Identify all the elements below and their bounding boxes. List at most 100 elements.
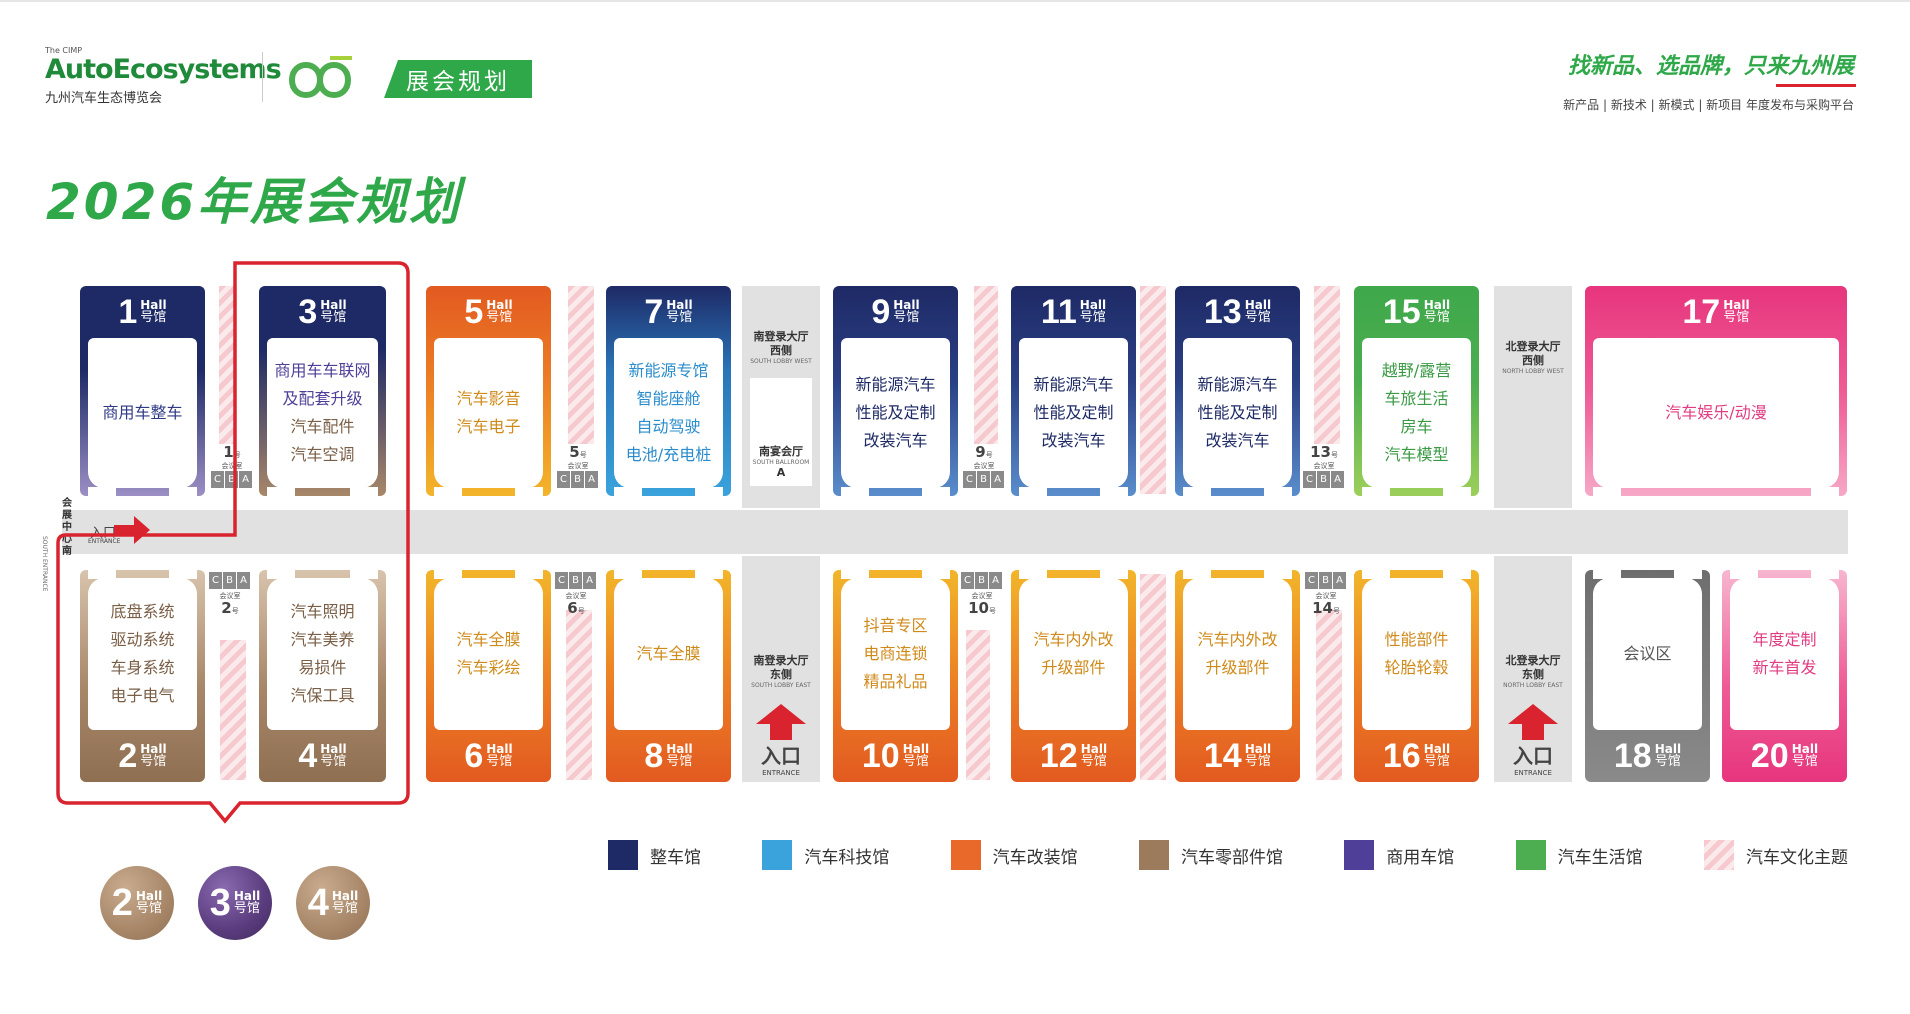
north-lobby-east-corridor: [1494, 556, 1572, 782]
hall-7[interactable]: 7 Hall 号馆 新能源专馆 智能座舱 自动驾驶 电池/充电桩: [606, 286, 731, 496]
hall-category: 自动驾驶: [636, 417, 701, 436]
hall-category: 汽车彩绘: [456, 658, 521, 677]
hall-16[interactable]: 性能部件 轮胎轮毂 16 Hall 号馆: [1354, 570, 1479, 782]
hall-cn: 号馆: [1244, 310, 1271, 326]
hall-18[interactable]: 会议区 18 Hall 号馆: [1585, 570, 1710, 782]
legend-item: 整车馆: [608, 840, 701, 870]
hall-number: 8: [644, 737, 664, 775]
room-letter: B: [223, 572, 236, 589]
hall-5[interactable]: 5 Hall 号馆 汽车影音 汽车电子: [426, 286, 551, 496]
ballroom-english: SOUTH BALLROOM: [752, 459, 810, 466]
hall-door: [169, 570, 197, 579]
hall-number: 3: [298, 293, 318, 331]
room-letter: C: [209, 572, 222, 589]
hall-category: 汽车全膜: [636, 644, 701, 663]
south-entrance[interactable]: 入口 ENTRANCE: [742, 704, 820, 777]
hall-door: [267, 570, 295, 579]
hall-17[interactable]: 17 Hall 号馆 汽车娱乐/动漫: [1585, 286, 1847, 496]
legend-item: 商用车馆: [1344, 840, 1454, 870]
hall-category: 汽车空调: [290, 445, 355, 464]
north-entrance[interactable]: 入口 ENTRANCE: [1494, 704, 1572, 777]
south-lobby-east-corridor: [742, 556, 820, 782]
hall-9[interactable]: 9 Hall 号馆 新能源汽车 性能及定制 改装汽车: [833, 286, 958, 496]
hall-cn: 号馆: [1423, 310, 1450, 326]
meeting-room-suffix: 号: [577, 607, 585, 615]
hall-door: [434, 487, 462, 496]
hall-door: [1100, 570, 1128, 579]
hall-badge-4[interactable]: 4 Hall 号馆: [296, 866, 370, 940]
hall-category: 及配套升级: [282, 389, 363, 408]
hall-door: [841, 570, 869, 579]
legend-swatch: [1344, 840, 1375, 870]
hall-cn: 号馆: [320, 754, 347, 770]
hall-category: 新能源汽车: [855, 375, 936, 394]
hall-20[interactable]: 年度定制 新车首发 20 Hall 号馆: [1722, 570, 1847, 782]
hall-cn: 号馆: [486, 310, 513, 326]
hall-door: [1264, 570, 1292, 579]
hall-category: 电池/充电桩: [625, 445, 712, 464]
hall-word: Hall: [666, 297, 693, 312]
hall-door: [1264, 487, 1292, 496]
hall-category: 改装汽车: [1205, 431, 1270, 450]
culture-strip: [220, 640, 246, 780]
hall-14[interactable]: 汽车内外改 升级部件 14 Hall 号馆: [1175, 570, 1300, 782]
hall-1[interactable]: 1 Hall 号馆 商用车整车: [80, 286, 205, 496]
hall-6[interactable]: 汽车全膜 汽车彩绘 6 Hall 号馆: [426, 570, 551, 782]
hall-cn: 号馆: [1079, 310, 1106, 326]
header-divider: [262, 52, 263, 102]
south-lobby-east: 南登录大厅 东侧 SOUTH LOBBY EAST: [742, 654, 820, 689]
hall-10[interactable]: 抖音专区 电商连锁 精品礼品 10 Hall 号馆: [833, 570, 958, 782]
hall-12[interactable]: 汽车内外改 升级部件 12 Hall 号馆: [1011, 570, 1136, 782]
hall-door: [695, 487, 723, 496]
hall-cn: 号馆: [135, 901, 162, 917]
hall-number: 4: [298, 737, 318, 775]
legend-label: 汽车科技馆: [804, 847, 890, 868]
culture-strip: [219, 286, 236, 444]
meeting-room-suffix: 号: [985, 451, 993, 459]
north-lobby-west-corridor: [1494, 286, 1572, 508]
room-letter: A: [989, 572, 1002, 589]
meeting-room-number: 2: [221, 599, 232, 617]
hall-number: 9: [871, 293, 891, 331]
hall-badge-2[interactable]: 2 Hall 号馆: [100, 866, 174, 940]
hall-4[interactable]: 汽车照明 汽车美养 易损件 汽保工具 4 Hall 号馆: [259, 570, 386, 782]
hall-door: [1811, 570, 1839, 579]
culture-strip: [568, 286, 594, 444]
hall-word: Hall: [893, 297, 920, 312]
south-ballroom[interactable]: 南宴会厅 SOUTH BALLROOM A: [750, 378, 812, 486]
legend-swatch: [1515, 840, 1546, 870]
room-letter: A: [585, 471, 598, 488]
side-entrance-vertical-label: 会展中心南: [62, 498, 72, 557]
hall-word: Hall: [902, 741, 930, 756]
legend-swatch: [950, 840, 981, 870]
hall-8[interactable]: 汽车全膜 8 Hall 号馆: [606, 570, 731, 782]
hall-2[interactable]: 底盘系统 驱动系统 车身系统 电子电气 2 Hall 号馆: [80, 570, 205, 782]
hall-door: [434, 570, 462, 579]
lobby-side: 东侧: [770, 668, 792, 681]
hall-door: [841, 487, 869, 496]
hall-badge-3[interactable]: 3 Hall 号馆: [198, 866, 272, 940]
hall-number: 20: [1750, 737, 1789, 775]
slogan: 找新品、选品牌，只来九州展: [1567, 54, 1854, 79]
lobby-name: 南登录大厅: [753, 654, 809, 667]
hall-3[interactable]: 3 Hall 号馆 商用车车联网 及配套升级 汽车配件 汽车空调: [259, 286, 386, 496]
hall-category: 年度定制: [1752, 630, 1817, 649]
hall-11[interactable]: 11 Hall 号馆 新能源汽车 性能及定制 改装汽车: [1011, 286, 1136, 496]
hall-door: [614, 570, 642, 579]
hall-13[interactable]: 13 Hall 号馆 新能源汽车 性能及定制 改装汽车: [1175, 286, 1300, 496]
legend-label: 汽车生活馆: [1557, 847, 1643, 868]
culture-strip: [1316, 610, 1342, 780]
hall-category: 驱动系统: [110, 630, 175, 649]
hall-category: 汽车娱乐/动漫: [1665, 403, 1767, 422]
lobby-side: 西侧: [770, 344, 792, 357]
hall-15[interactable]: 15 Hall 号馆 越野/露营 车旅生活 房车 汽车模型: [1354, 286, 1479, 496]
hall-door: [88, 570, 116, 579]
